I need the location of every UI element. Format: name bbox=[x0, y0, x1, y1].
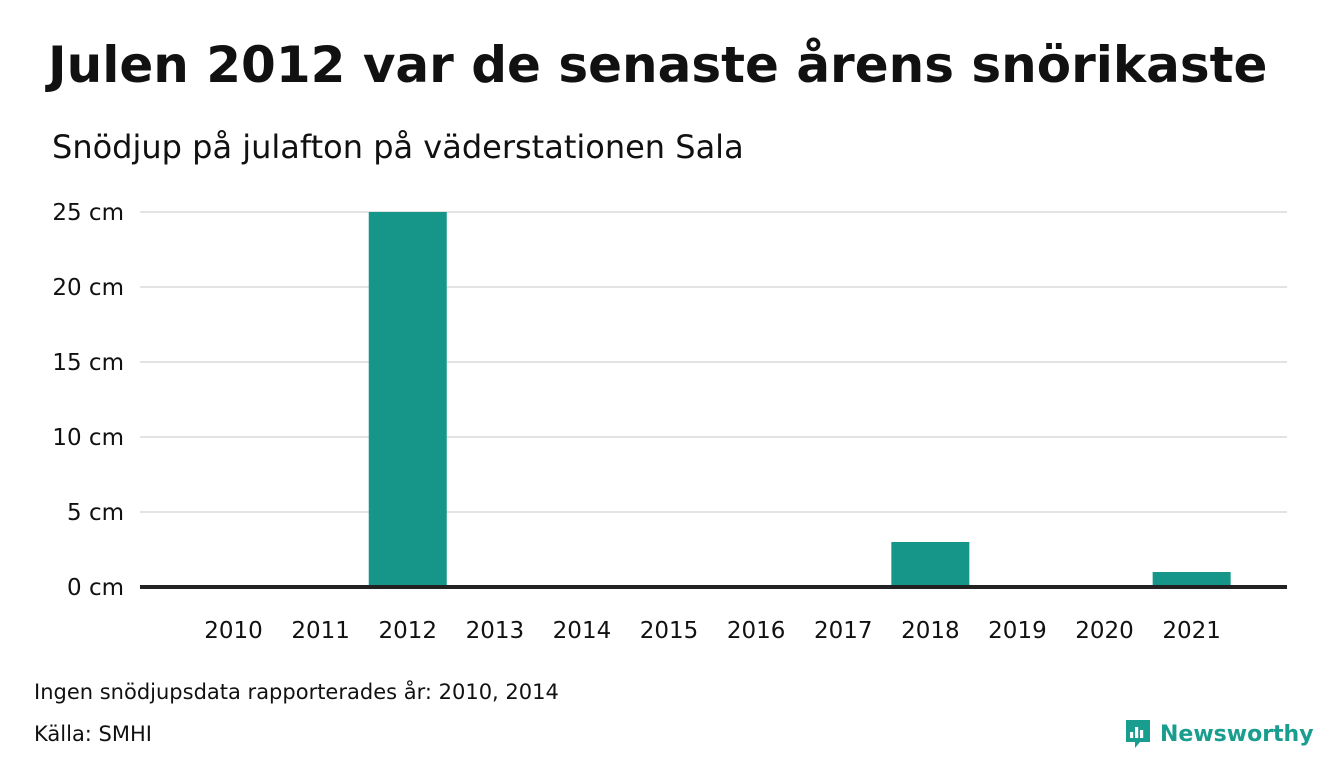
axes: 0 cm 5 cm 10 cm 15 cm 20 cm 25 cm 2010 2011 2012… bbox=[52, 200, 1287, 644]
y-tick-label: 0 cm bbox=[67, 575, 124, 601]
chart-title: Julen 2012 var de senaste årens snörikas… bbox=[48, 36, 1268, 94]
x-tick-label: 2016 bbox=[727, 618, 786, 644]
bars bbox=[368, 212, 1231, 587]
x-tick-label: 2020 bbox=[1075, 618, 1134, 644]
x-tick-label: 2011 bbox=[291, 618, 350, 644]
y-tick-label: 25 cm bbox=[52, 200, 124, 226]
x-tick-label: 2013 bbox=[466, 618, 525, 644]
newsworthy-logo-icon bbox=[1126, 720, 1150, 748]
x-tick-label: 2019 bbox=[988, 618, 1047, 644]
x-tick-label: 2018 bbox=[901, 618, 960, 644]
x-tick-label: 2021 bbox=[1162, 618, 1221, 644]
y-tick-label: 5 cm bbox=[67, 500, 124, 526]
bar bbox=[891, 542, 970, 587]
x-tick-label: 2012 bbox=[378, 618, 437, 644]
y-tick-label: 15 cm bbox=[52, 350, 124, 376]
bar bbox=[368, 212, 447, 587]
x-tick-label: 2010 bbox=[204, 618, 263, 644]
bar bbox=[1152, 572, 1231, 587]
newsworthy-logo[interactable]: Newsworthy bbox=[1124, 716, 1314, 752]
missing-data-note: Ingen snödjupsdata rapporterades år: 201… bbox=[34, 680, 559, 704]
gridlines bbox=[140, 211, 1287, 513]
y-tick-label: 10 cm bbox=[52, 425, 124, 451]
x-tick-label: 2014 bbox=[553, 618, 612, 644]
brand-name: Newsworthy bbox=[1160, 721, 1314, 747]
source-label: Källa: SMHI bbox=[34, 722, 152, 746]
x-tick-label: 2017 bbox=[814, 618, 873, 644]
bar-chart: 0 cm 5 cm 10 cm 15 cm 20 cm 25 cm 2010 2011 2012… bbox=[52, 200, 1287, 644]
x-tick-label: 2015 bbox=[640, 618, 699, 644]
y-tick-label: 20 cm bbox=[52, 275, 124, 301]
chart-subtitle: Snödjup på julafton på väderstationen Sa… bbox=[52, 128, 744, 166]
